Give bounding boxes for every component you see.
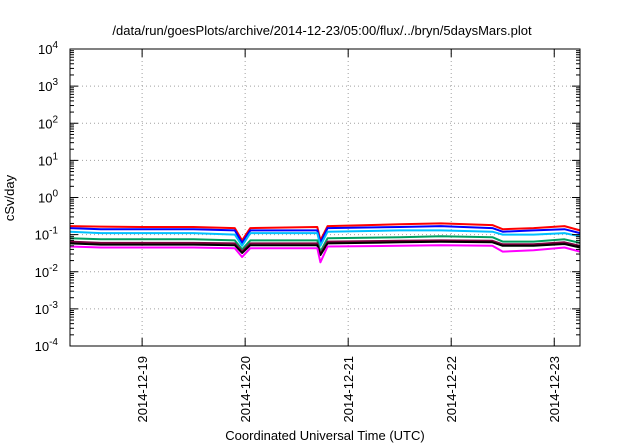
series-line-7	[69, 244, 581, 264]
chart-title: /data/run/goesPlots/archive/2014-12-23/0…	[112, 23, 532, 38]
x-axis: 2014-12-19 2014-12-20 2014-12-21 2014-12-22…	[135, 49, 562, 423]
series-line-3	[69, 229, 581, 247]
y-tick-label: 101	[38, 151, 58, 168]
y-tick-label: 10-4	[35, 337, 59, 354]
series-line-6	[69, 240, 581, 257]
series-layer	[69, 222, 581, 264]
grid	[70, 49, 580, 346]
y-tick-label: 104	[38, 40, 58, 57]
x-tick-label: 2014-12-23	[547, 356, 562, 423]
y-tick-label: 102	[38, 114, 58, 131]
x-tick-label: 2014-12-20	[238, 356, 253, 423]
x-axis-label: Coordinated Universal Time (UTC)	[225, 428, 424, 443]
y-axis: 104 103 102 101 100 10-1 10-2 10-3 10-4	[35, 40, 580, 354]
y-axis-label: cSv/day	[2, 174, 17, 221]
x-tick-label: 2014-12-21	[341, 356, 356, 423]
y-tick-label: 10-1	[35, 226, 59, 243]
y-tick-label: 103	[38, 77, 58, 94]
x-tick-label: 2014-12-22	[444, 356, 459, 423]
x-tick-label: 2014-12-19	[135, 356, 150, 423]
y-tick-label: 10-2	[35, 263, 59, 280]
y-tick-label: 100	[38, 189, 58, 206]
y-tick-label: 10-3	[35, 300, 59, 317]
